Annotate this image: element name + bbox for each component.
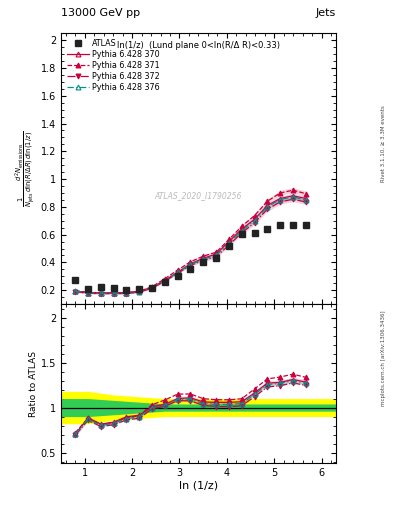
Text: 13000 GeV pp: 13000 GeV pp xyxy=(61,8,140,18)
Y-axis label: Ratio to ATLAS: Ratio to ATLAS xyxy=(29,351,38,417)
Text: Jets: Jets xyxy=(316,8,336,18)
Text: mcplots.cern.ch [arXiv:1306.3436]: mcplots.cern.ch [arXiv:1306.3436] xyxy=(381,311,386,406)
Legend: ATLAS, Pythia 6.428 370, Pythia 6.428 371, Pythia 6.428 372, Pythia 6.428 376: ATLAS, Pythia 6.428 370, Pythia 6.428 37… xyxy=(65,37,162,94)
Y-axis label: $\frac{1}{N_\mathrm{jets}}\frac{d^2 N_\mathrm{emissions}}{d\ln(R/\Delta R)\,d\ln: $\frac{1}{N_\mathrm{jets}}\frac{d^2 N_\m… xyxy=(13,131,37,207)
Text: Rivet 3.1.10, ≥ 3.3M events: Rivet 3.1.10, ≥ 3.3M events xyxy=(381,105,386,182)
Text: ATLAS_2020_I1790256: ATLAS_2020_I1790256 xyxy=(155,191,242,200)
X-axis label: ln (1/z): ln (1/z) xyxy=(179,481,218,491)
Text: ln(1/z)  (Lund plane 0<ln(R/Δ R)<0.33): ln(1/z) (Lund plane 0<ln(R/Δ R)<0.33) xyxy=(117,41,280,50)
